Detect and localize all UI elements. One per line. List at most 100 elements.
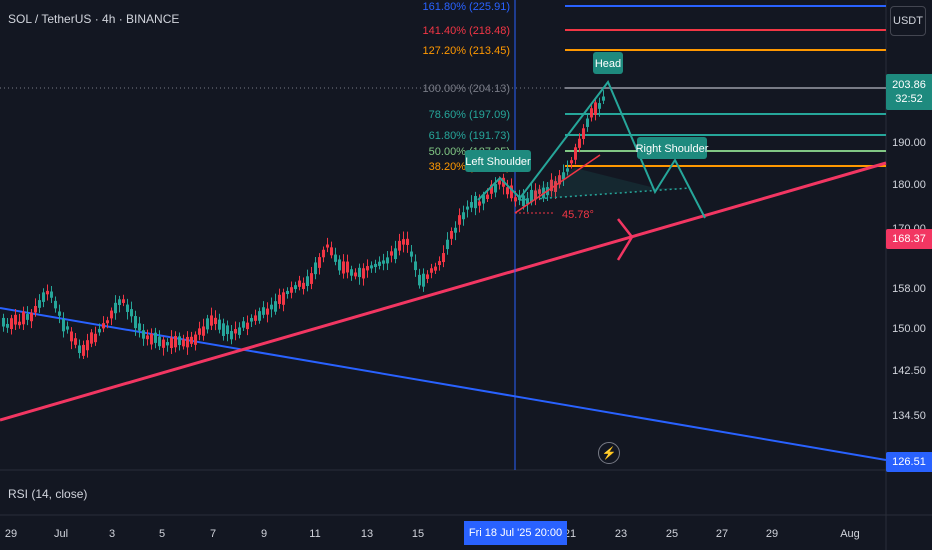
candle-body: [70, 331, 73, 342]
candle-body: [66, 326, 69, 330]
candle-body: [550, 179, 553, 192]
price-tick-label: 142.50: [892, 365, 926, 377]
currency-button[interactable]: USDT: [890, 6, 926, 36]
candle-body: [294, 285, 297, 290]
angle-tool-line[interactable]: [514, 154, 601, 214]
symbol-title[interactable]: SOL / TetherUS · 4h · BINANCE: [8, 12, 180, 26]
time-tick-label: 23: [615, 528, 627, 540]
candle-body: [466, 206, 469, 210]
candle-body: [54, 300, 57, 309]
candle-body: [258, 311, 261, 321]
candle-body: [278, 294, 281, 304]
rsi-indicator-label[interactable]: RSI (14, close): [8, 487, 88, 501]
candle-body: [154, 332, 157, 343]
candle-body: [182, 339, 185, 347]
candle-body: [574, 147, 577, 160]
candle-body: [406, 238, 409, 245]
candle-body: [250, 318, 253, 322]
candle-body: [586, 118, 589, 127]
trendline-price-tag: 168.37: [886, 229, 932, 249]
time-tick-label: 11: [309, 528, 320, 540]
candle-body: [150, 333, 153, 345]
candle-body: [134, 316, 137, 329]
candle-body: [130, 309, 133, 317]
candle-body: [30, 312, 33, 322]
candle-body: [170, 337, 173, 349]
time-tick-label: Jul: [54, 528, 68, 540]
candle-body: [238, 327, 241, 335]
left-shoulder-label-box: [465, 150, 531, 172]
candle-body: [426, 274, 429, 279]
candle-body: [358, 267, 361, 278]
candle-body: [538, 189, 541, 194]
candle-body: [370, 265, 373, 269]
time-tick-label: 9: [261, 528, 267, 540]
candle-body: [442, 253, 445, 263]
time-tick-label: 29: [766, 528, 778, 540]
candle-body: [366, 266, 369, 271]
candle-body: [570, 160, 573, 164]
fib-label: 141.40% (218.48): [423, 25, 510, 37]
candle-body: [82, 344, 85, 356]
candle-body: [482, 195, 485, 204]
candle-body: [142, 330, 145, 339]
angle-label: 45.78°: [562, 209, 594, 221]
time-tick-label: Aug: [840, 528, 860, 540]
candle-body: [514, 197, 517, 202]
candle-body: [178, 336, 181, 346]
candle-body: [22, 311, 25, 325]
candle-body: [246, 322, 249, 330]
candle-body: [470, 202, 473, 208]
candle-body: [230, 331, 233, 340]
neckline-zone: [520, 168, 685, 200]
candle-body: [418, 274, 421, 286]
candle-body: [398, 240, 401, 251]
candle-body: [306, 276, 309, 287]
candle-body: [490, 184, 493, 194]
candle-body: [382, 260, 385, 264]
candle-body: [10, 318, 13, 330]
candle-body: [342, 261, 345, 274]
fib-label: 61.80% (191.73): [429, 130, 510, 142]
time-tick-label: 15: [412, 528, 424, 540]
candle-body: [378, 261, 381, 266]
candle-body: [526, 198, 529, 204]
candle-body: [190, 336, 193, 344]
fib-label: 100.00% (204.13): [423, 83, 510, 95]
candle-body: [222, 323, 225, 336]
candle-body: [386, 257, 389, 264]
candle-body: [106, 320, 109, 324]
right-shoulder-label-box: [637, 137, 707, 159]
candle-body: [242, 321, 245, 328]
price-tick-label: 158.00: [892, 283, 926, 295]
candle-body: [590, 108, 593, 118]
candle-body: [86, 340, 89, 351]
candlestick-series: [2, 90, 605, 359]
candle-body: [62, 319, 65, 332]
candle-body: [174, 336, 177, 348]
blue-line-price-tag: 126.51: [886, 452, 932, 472]
candle-body: [74, 338, 77, 345]
descending-trendline[interactable]: [0, 307, 887, 461]
candle-body: [334, 254, 337, 262]
candle-body: [158, 336, 161, 347]
candle-body: [118, 299, 121, 305]
candle-body: [286, 290, 289, 295]
candle-body: [430, 268, 433, 273]
candle-body: [322, 249, 325, 258]
head-shoulders-pattern[interactable]: [477, 80, 706, 219]
candle-body: [146, 335, 149, 340]
candle-body: [578, 138, 581, 148]
candle-body: [410, 251, 413, 257]
ascending-trendline[interactable]: [0, 161, 887, 422]
candle-body: [214, 317, 217, 325]
candle-body: [78, 345, 81, 354]
candle-body: [298, 280, 301, 287]
lightning-icon[interactable]: ⚡: [598, 442, 620, 464]
time-tick-label: 13: [361, 528, 373, 540]
candle-body: [402, 239, 405, 245]
candle-body: [326, 244, 329, 248]
candle-body: [494, 183, 497, 193]
candle-body: [2, 317, 5, 327]
